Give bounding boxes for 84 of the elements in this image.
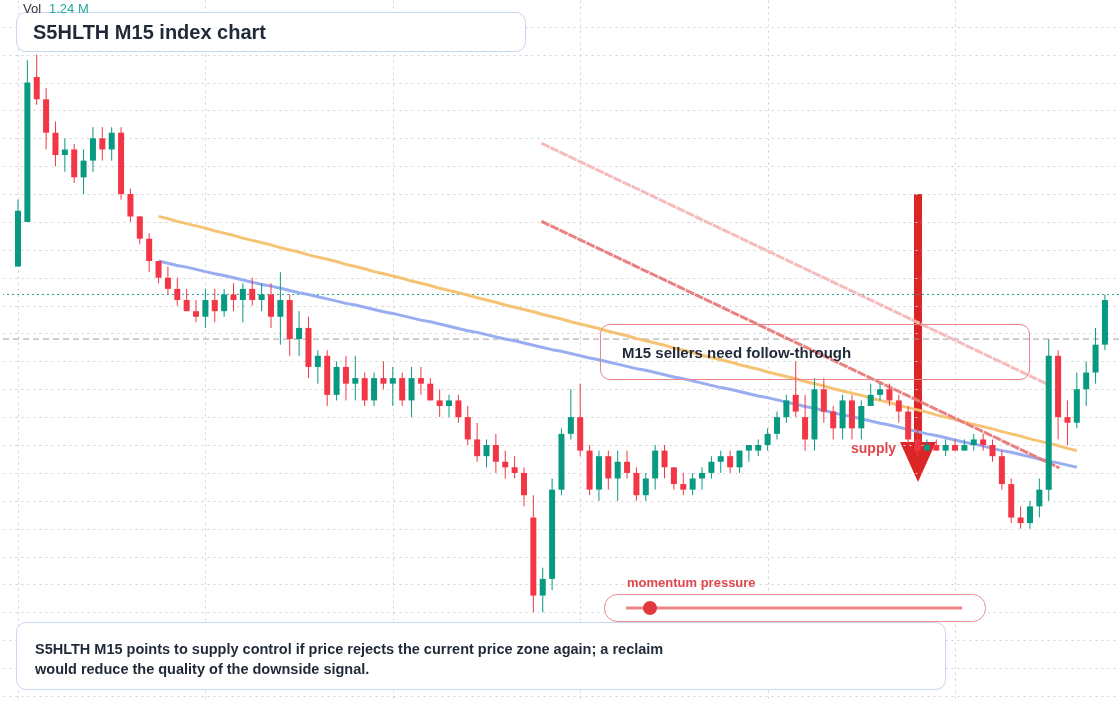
candlestick [483, 438, 490, 468]
candlestick [914, 427, 921, 457]
candlestick [633, 466, 640, 502]
candlestick [1017, 505, 1024, 530]
note-box: S5HLTH M15 points to supply control if price rejects the current price zone again; a reclaim would reduce the quality of the downside signal. [16, 622, 946, 690]
candlestick [267, 282, 274, 329]
candlestick [1026, 500, 1033, 530]
candlestick [802, 394, 809, 452]
candlestick [164, 266, 171, 295]
candlestick [202, 288, 209, 329]
candlestick [727, 450, 734, 474]
candlestick [314, 349, 321, 385]
candlestick [820, 377, 827, 424]
candlestick [361, 372, 368, 407]
candlestick [502, 450, 509, 479]
candlestick [745, 444, 752, 463]
candlestick [689, 472, 696, 496]
candlestick [492, 433, 499, 474]
candlestick [952, 438, 959, 452]
candlestick [1064, 399, 1071, 446]
candlestick [661, 444, 668, 479]
candlestick [520, 466, 527, 507]
candlestick [436, 388, 443, 418]
candlestick [511, 455, 518, 479]
candlestick [642, 472, 649, 502]
candlestick [830, 405, 837, 440]
candlestick [455, 394, 462, 424]
candlestick [239, 282, 246, 323]
candlestick [867, 383, 874, 407]
candlestick [773, 411, 780, 440]
candlestick [624, 450, 631, 479]
candlestick [699, 466, 706, 491]
candlestick [605, 450, 612, 491]
candlestick [52, 121, 59, 167]
candlestick [136, 215, 143, 245]
candlestick [399, 372, 406, 407]
candlestick [296, 310, 303, 357]
candlestick [174, 277, 181, 307]
candlestick [1083, 360, 1090, 407]
candlestick [108, 126, 115, 162]
candlestick [886, 383, 893, 407]
title-box: S5HLTH M15 index chart [16, 12, 526, 52]
candlestick [446, 394, 453, 418]
candlestick [567, 388, 574, 440]
candlestick [211, 288, 218, 323]
candlestick [146, 232, 153, 273]
candlestick [464, 405, 471, 446]
candlestick [99, 126, 106, 162]
candlestick [389, 366, 396, 407]
annotation: supply [851, 440, 897, 456]
candlestick [858, 399, 865, 440]
candlestick [277, 271, 284, 346]
candlestick [680, 472, 687, 496]
candlestick [764, 427, 771, 452]
candlestick [670, 466, 677, 491]
annotation: momentum pressure [627, 575, 756, 590]
candlestick [717, 450, 724, 474]
candlestick [352, 355, 359, 401]
candlestick [980, 433, 987, 452]
candlestick [89, 126, 96, 173]
candlestick [193, 299, 200, 323]
candlestick [895, 394, 902, 424]
candlestick [380, 360, 387, 390]
candlestick [474, 422, 481, 463]
candlestick [258, 282, 265, 312]
candlestick [371, 372, 378, 407]
candlestick [923, 438, 930, 452]
candlestick [539, 567, 546, 613]
candlestick [61, 137, 68, 173]
candlestick [417, 366, 424, 396]
candlestick [80, 148, 87, 195]
candlestick [342, 355, 349, 401]
candlestick [708, 455, 715, 479]
candlestick [221, 288, 228, 318]
candlestick [127, 187, 134, 223]
candlestick [792, 360, 799, 418]
candlestick [230, 282, 237, 312]
candlestick [33, 54, 40, 106]
candlestick [249, 277, 256, 307]
candlestick [877, 383, 884, 401]
candlestick [408, 366, 415, 418]
candlestick [614, 450, 621, 502]
candlestick [1036, 477, 1043, 519]
candlestick [783, 394, 790, 424]
